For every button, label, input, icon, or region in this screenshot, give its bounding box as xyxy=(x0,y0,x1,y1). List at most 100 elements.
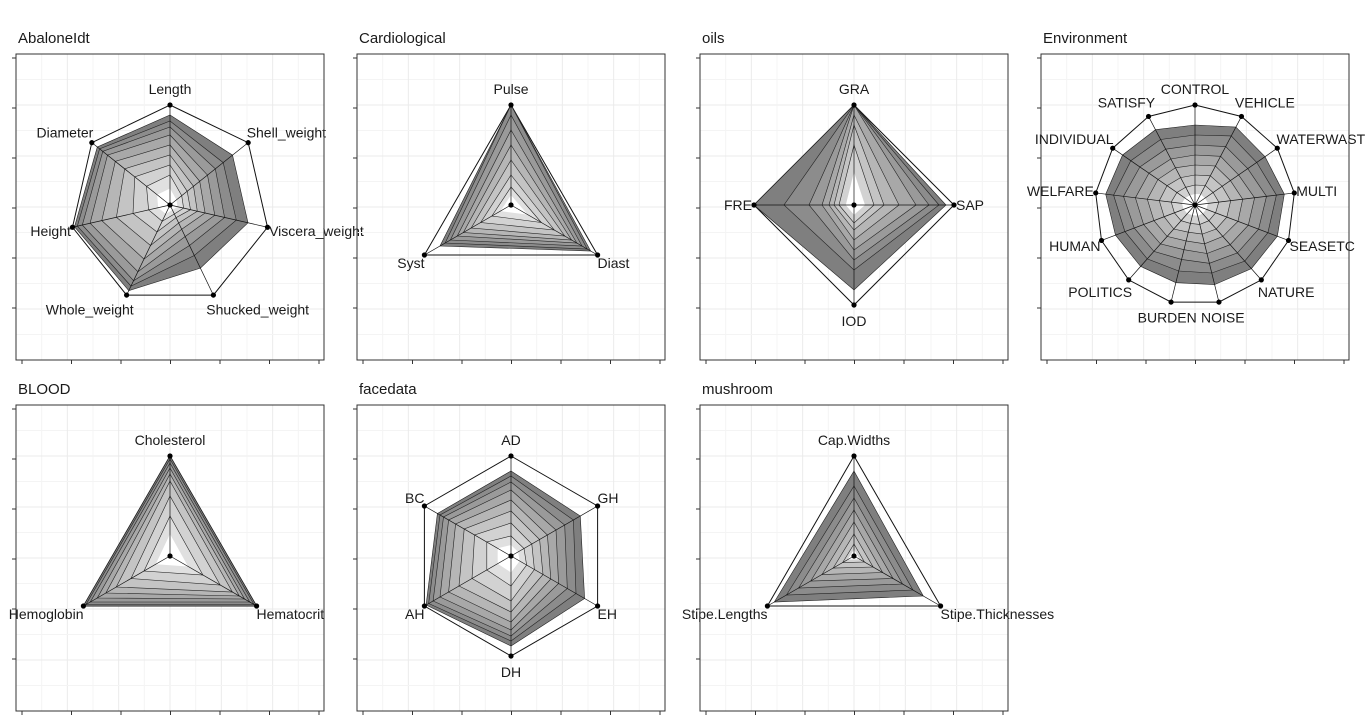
radar-spoke xyxy=(169,555,257,607)
radar-panel: BLOOD Cholesterol Hematocrit Hemoglobin xyxy=(9,381,325,715)
variable-label: GRA xyxy=(839,81,870,97)
radar-spoke xyxy=(1194,204,1289,241)
radar-vertex xyxy=(508,453,514,459)
radar-vertex xyxy=(595,503,601,509)
variable-label: WATERWASTE xyxy=(1277,131,1366,147)
variable-label: BC xyxy=(405,490,424,506)
radar-vertex xyxy=(1285,237,1292,244)
radar-panel: Environment CONTROL VEHICLE WATERWASTE MULTI… xyxy=(1027,30,1366,364)
variable-label: Hemoglobin xyxy=(9,606,84,622)
panel-title: Cardiological xyxy=(359,30,446,47)
variable-label: WELFARE xyxy=(1027,183,1094,199)
variable-label: BURDEN xyxy=(1138,310,1197,326)
radar-spoke xyxy=(1101,204,1196,241)
radar-center-dot xyxy=(508,553,514,559)
radar-vertex xyxy=(80,603,86,609)
radar-spoke xyxy=(510,204,598,256)
variable-label: Height xyxy=(30,223,71,239)
radar-spoke xyxy=(424,555,512,607)
radar-center xyxy=(155,534,189,567)
radar-spoke xyxy=(1095,192,1196,206)
radar-spoke xyxy=(126,204,171,296)
radar-spoke xyxy=(169,204,268,228)
variable-label: Viscera_weight xyxy=(269,223,364,239)
radar-spoke xyxy=(1148,116,1196,206)
radar-spoke xyxy=(510,505,598,557)
radar-spoke xyxy=(91,142,171,206)
radar-vertex xyxy=(764,603,770,609)
radar-vertex xyxy=(69,224,76,230)
radar-center-dot xyxy=(167,553,173,559)
radar-spoke xyxy=(1194,147,1278,206)
radar-spoke xyxy=(1128,204,1196,281)
radar-vertex xyxy=(245,140,251,146)
radar-vertex xyxy=(254,603,260,609)
radar-vertex xyxy=(1145,113,1152,120)
variable-label: NATURE xyxy=(1258,284,1315,300)
variable-label: NOISE xyxy=(1201,310,1245,326)
variable-label: Whole_weight xyxy=(46,302,134,318)
variable-label: Syst xyxy=(397,255,424,271)
panel-border xyxy=(15,53,325,361)
radar-vertex xyxy=(1192,102,1198,108)
radar-panel: Cardiological Pulse Diast Syst xyxy=(353,30,666,364)
variable-label: Shell_weight xyxy=(247,125,326,141)
panel-title: facedata xyxy=(359,381,417,398)
radar-panel: AbaloneIdt Length Shell_weight Viscera_weig… xyxy=(12,30,364,364)
variable-label: Shucked_weight xyxy=(206,302,309,318)
variable-label: Diameter xyxy=(37,125,94,141)
radar-center-dot xyxy=(851,553,857,559)
variable-label: Diast xyxy=(598,255,630,271)
radar-vertex xyxy=(938,603,944,609)
variable-label: SAP xyxy=(956,197,984,213)
variable-label: Cap.Widths xyxy=(818,432,890,448)
variable-label: Stipe.Lengths xyxy=(682,606,768,622)
radar-outer-outline xyxy=(423,103,599,256)
variable-label: MULTI xyxy=(1296,183,1337,199)
radar-vertex xyxy=(1093,190,1099,196)
radar-vertex xyxy=(508,102,514,108)
radar-vertex xyxy=(1291,190,1297,196)
radar-spoke xyxy=(1194,204,1220,303)
radar-vertex xyxy=(89,140,95,146)
radar-vertex xyxy=(167,102,173,108)
radar-vertex xyxy=(1274,145,1280,151)
variable-label: VEHICLE xyxy=(1235,94,1295,110)
radar-center-dot xyxy=(1192,202,1198,208)
variable-label: SEASETC xyxy=(1290,238,1355,254)
radar-panel: oils GRA SAP IOD FRE xyxy=(696,30,1009,364)
variable-label: Stipe.Thicknesses xyxy=(941,606,1055,622)
radar-vertex xyxy=(210,292,216,298)
variable-label: AD xyxy=(501,432,520,448)
radar-vertex xyxy=(1168,299,1174,305)
panel-border xyxy=(356,404,666,712)
radar-spoke xyxy=(853,555,941,607)
variable-label: CONTROL xyxy=(1161,81,1230,97)
radar-outer-outline xyxy=(766,454,942,607)
radar-panel: facedata AD GH EH DH AH BC xyxy=(353,381,666,715)
panel-border xyxy=(699,404,1009,712)
radar-spoke xyxy=(510,555,598,607)
radar-center-dot xyxy=(851,202,857,208)
radar-outer-outline xyxy=(71,104,269,296)
panel-title: oils xyxy=(702,30,725,47)
variable-label: FRE xyxy=(724,197,752,213)
variable-label: POLITICS xyxy=(1068,284,1132,300)
radar-vertex xyxy=(1110,145,1116,151)
radar-center xyxy=(845,172,865,215)
variable-label: Length xyxy=(149,81,192,97)
radar-vertex xyxy=(595,603,601,609)
radar-vertex xyxy=(851,102,857,108)
radar-vertex xyxy=(508,653,514,659)
panel-title: mushroom xyxy=(702,381,773,398)
radar-vertex xyxy=(421,252,427,258)
radar-spoke xyxy=(1194,116,1242,206)
variable-label: IOD xyxy=(842,313,867,329)
radar-vertex xyxy=(167,453,173,459)
radar-spoke xyxy=(169,204,214,296)
radar-spoke xyxy=(169,142,249,206)
radar-vertex xyxy=(1238,113,1245,120)
radar-vertex xyxy=(751,202,757,208)
variable-label: DH xyxy=(501,664,521,680)
